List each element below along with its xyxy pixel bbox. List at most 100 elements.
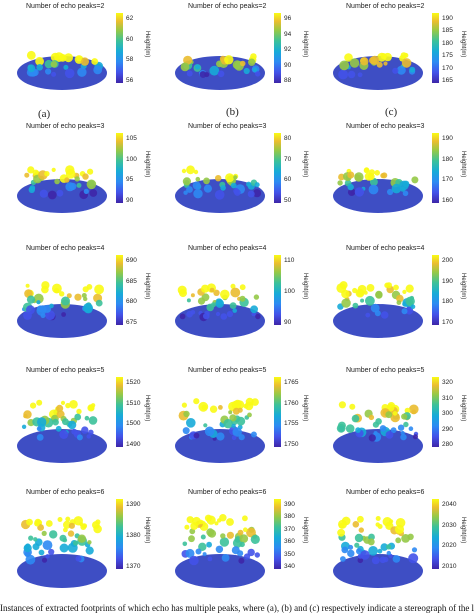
lidar-point: [87, 168, 94, 175]
lidar-point: [225, 173, 235, 183]
colorbar-tick-label: 1510: [126, 399, 141, 407]
lidar-point: [59, 543, 69, 553]
colorbar-tick-label: 110: [284, 257, 295, 264]
lidar-point: [182, 427, 190, 435]
point-cloud-plot: [175, 165, 265, 213]
lidar-point: [401, 58, 412, 68]
panel-title: Number of echo peaks=2: [188, 3, 267, 10]
lidar-point: [214, 190, 225, 200]
lidar-point: [250, 534, 260, 544]
lidar-point: [193, 189, 203, 199]
lidar-point: [88, 429, 94, 435]
lidar-point: [236, 416, 246, 426]
lidar-point: [209, 405, 218, 413]
lidar-point: [234, 536, 242, 543]
lidar-point: [34, 520, 40, 527]
colorbar-tick-label: 675: [126, 319, 137, 326]
colorbar-tick-label: 390: [284, 501, 295, 508]
lidar-point: [91, 58, 99, 65]
footprint-panel: Number of echo peaks=3 80 70 60 50 Height(m): [170, 123, 325, 225]
lidar-point: [59, 54, 66, 61]
colorbar-tick-label: 80: [284, 135, 292, 142]
lidar-point: [386, 403, 395, 412]
point-cloud-plot: [175, 397, 265, 463]
lidar-point: [87, 404, 95, 412]
colorbar-axis-label: Height(m): [302, 273, 308, 300]
lidar-point: [243, 403, 249, 409]
lidar-point: [251, 398, 259, 406]
point-cloud-plot: [333, 281, 423, 338]
colorbar-tick-label: 1390: [126, 501, 141, 508]
column-label: (c): [385, 106, 398, 118]
height-colorbar: [432, 499, 439, 569]
lidar-point: [215, 175, 222, 182]
lidar-point: [50, 61, 58, 68]
lidar-point: [60, 400, 66, 405]
lidar-point: [51, 71, 57, 77]
colorbar-tick-label: 1500: [126, 420, 141, 428]
colorbar-axis-label: Height(m): [144, 273, 150, 300]
lidar-point: [65, 402, 71, 409]
panel-title: Number of echo peaks=4: [188, 245, 267, 252]
lidar-point: [253, 294, 260, 300]
colorbar-tick-label: 60: [126, 35, 134, 43]
colorbar-tick-label: 170: [442, 64, 453, 72]
lidar-point: [217, 518, 222, 523]
lidar-point: [26, 50, 36, 60]
height-colorbar: [116, 377, 123, 447]
lidar-point: [215, 311, 221, 317]
lidar-point: [182, 177, 191, 186]
lidar-point: [368, 184, 379, 195]
panel-title: Number of echo peaks=4: [26, 245, 105, 252]
colorbar-axis-label: Height(m): [460, 517, 466, 544]
lidar-point: [179, 289, 187, 298]
lidar-point: [401, 534, 410, 543]
lidar-point: [375, 291, 383, 299]
lidar-point: [77, 67, 87, 77]
lidar-point: [368, 434, 376, 442]
colorbar-tick-label: 680: [126, 298, 137, 306]
colorbar-tick-label: 160: [442, 197, 453, 204]
colorbar-axis-label: Height(m): [460, 151, 466, 178]
lidar-point: [408, 426, 414, 431]
lidar-point: [199, 71, 207, 78]
lidar-point: [56, 404, 64, 412]
lidar-point: [355, 288, 365, 298]
lidar-point: [354, 533, 364, 543]
footprint-panel: Number of echo peaks=2 62 60 58 56 Height(m): [12, 3, 167, 105]
lidar-point: [186, 418, 196, 428]
lidar-point: [374, 310, 381, 317]
lidar-point: [25, 305, 35, 315]
colorbar-tick-label: 180: [442, 298, 453, 306]
height-colorbar: [432, 377, 439, 447]
lidar-point: [83, 303, 93, 313]
footprint-panel: Number of echo peaks=3 105 100 95 90 Height(m…: [12, 123, 167, 225]
height-colorbar: [274, 255, 281, 325]
lidar-point: [74, 413, 82, 421]
lidar-point: [238, 434, 245, 441]
point-cloud-plot: [333, 167, 423, 213]
column-label: (b): [226, 106, 239, 118]
lidar-point: [206, 515, 216, 525]
lidar-point: [81, 426, 89, 434]
colorbar-tick-label: 1755: [284, 420, 299, 428]
lidar-point: [92, 521, 100, 529]
height-colorbar: [432, 255, 439, 325]
figure-caption: Instances of extracted footprints of whi…: [0, 603, 474, 613]
colorbar-tick-label: 60: [284, 176, 292, 184]
lidar-point: [252, 67, 258, 72]
lidar-point: [64, 53, 73, 63]
colorbar-tick-label: 1760: [284, 399, 299, 407]
lidar-point: [371, 556, 380, 565]
colorbar-tick-label: 175: [442, 52, 453, 60]
lidar-point: [233, 399, 242, 408]
panel-title: Number of echo peaks=6: [188, 489, 267, 496]
lidar-point: [207, 556, 213, 562]
panel-title: Number of echo peaks=3: [26, 123, 105, 130]
lidar-point: [216, 432, 225, 441]
lidar-point: [357, 557, 364, 564]
lidar-point: [37, 305, 44, 312]
panel-title: Number of echo peaks=4: [346, 245, 425, 252]
lidar-point: [35, 56, 44, 66]
lidar-point: [393, 284, 399, 291]
